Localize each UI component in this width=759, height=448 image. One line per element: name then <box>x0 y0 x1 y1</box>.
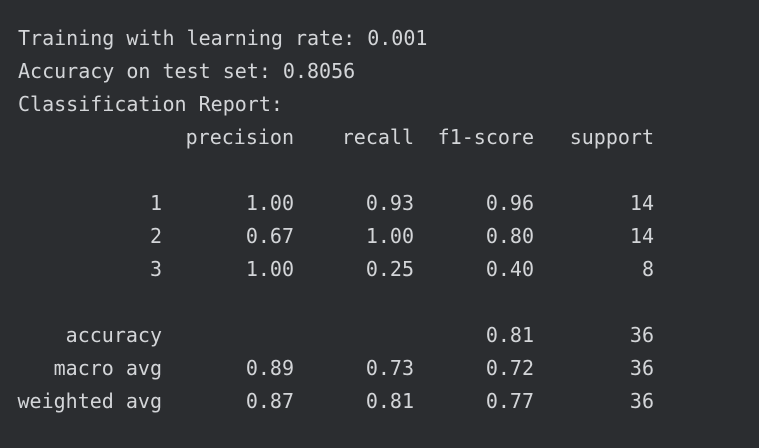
row-support: 14 <box>629 224 654 248</box>
row-label: 3 <box>149 257 162 281</box>
row-f1-score: 0.96 <box>485 191 534 215</box>
header-f1-score: f1-score <box>437 125 534 149</box>
row-f1-score: 0.80 <box>485 224 534 248</box>
row-f1-score: 0.40 <box>485 257 534 281</box>
summary-f1-score: 0.72 <box>485 356 534 380</box>
header-precision: precision <box>185 125 294 149</box>
row-precision: 1.00 <box>245 191 294 215</box>
summary-support: 36 <box>629 356 654 380</box>
header-recall: recall <box>341 125 414 149</box>
report-title: Classification Report: <box>18 92 283 116</box>
row-label: 2 <box>149 224 162 248</box>
summary-precision: 0.87 <box>245 389 294 413</box>
accuracy-line: Accuracy on test set: 0.8056 <box>18 59 356 83</box>
row-support: 14 <box>629 191 654 215</box>
row-recall: 0.25 <box>365 257 414 281</box>
summary-recall: 0.81 <box>365 389 414 413</box>
summary-f1-score: 0.77 <box>485 389 534 413</box>
row-support: 8 <box>641 257 654 281</box>
summary-support: 36 <box>629 323 654 347</box>
summary-label: weighted avg <box>17 389 163 413</box>
row-precision: 0.67 <box>245 224 294 248</box>
row-label: 1 <box>149 191 162 215</box>
summary-precision: 0.89 <box>245 356 294 380</box>
row-precision: 1.00 <box>245 257 294 281</box>
header-support: support <box>569 125 654 149</box>
row-recall: 0.93 <box>365 191 414 215</box>
summary-support: 36 <box>629 389 654 413</box>
row-recall: 1.00 <box>365 224 414 248</box>
training-line: Training with learning rate: 0.001 <box>18 26 428 50</box>
summary-label: accuracy <box>65 323 162 347</box>
summary-recall: 0.73 <box>365 356 414 380</box>
summary-f1-score: 0.81 <box>485 323 534 347</box>
summary-label: macro avg <box>53 356 162 380</box>
